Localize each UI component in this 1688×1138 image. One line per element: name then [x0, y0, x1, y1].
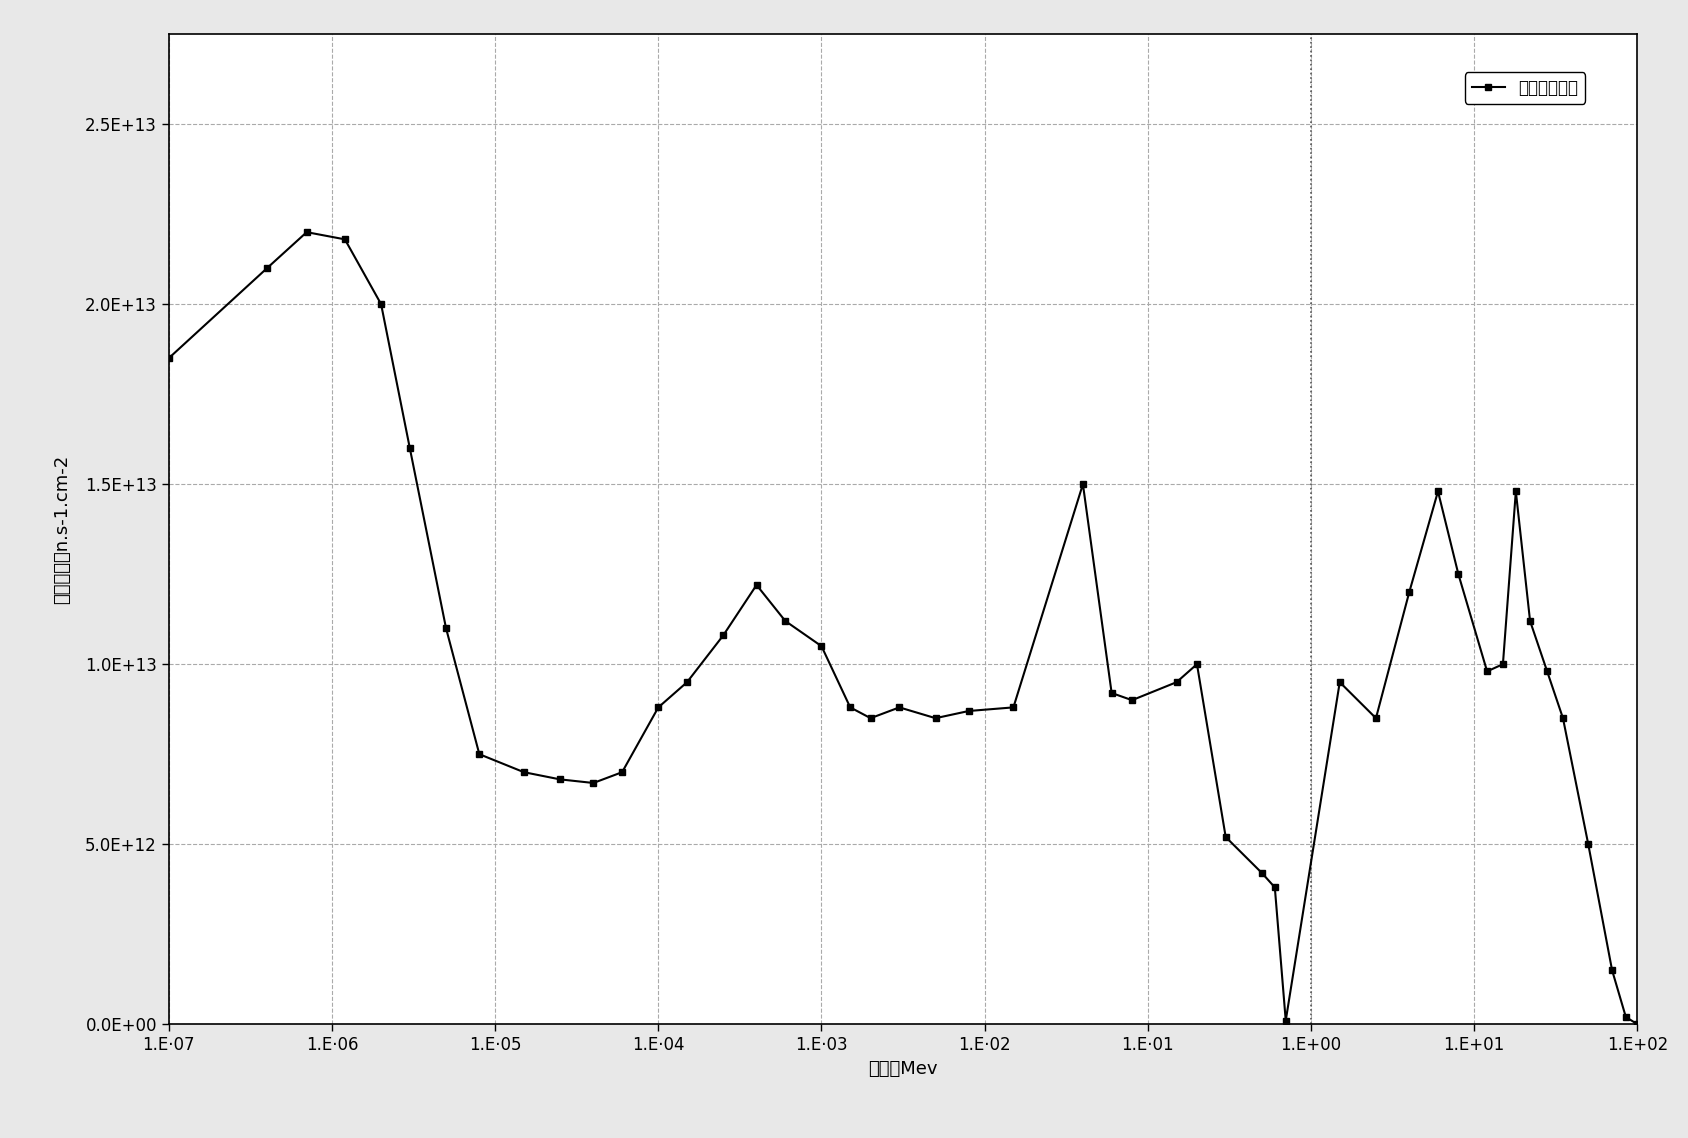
燃料组件模型: [1428, 485, 1448, 498]
燃料组件模型: [513, 766, 533, 780]
燃料组件模型: [334, 232, 354, 246]
燃料组件模型: [1330, 675, 1350, 688]
燃料组件模型: [1492, 658, 1512, 671]
燃料组件模型: [648, 701, 668, 715]
燃料组件模型: [677, 675, 697, 688]
燃料组件模型: [1399, 585, 1420, 599]
燃料组件模型: [1538, 665, 1558, 678]
燃料组件模型: [257, 262, 277, 275]
燃料组件模型: [1627, 1017, 1647, 1031]
燃料组件模型: [1477, 665, 1497, 678]
燃料组件模型: [925, 711, 945, 725]
燃料组件模型: [1003, 701, 1023, 715]
燃料组件模型: [297, 225, 317, 239]
燃料组件模型: [775, 615, 795, 628]
Line: 燃料组件模型: 燃料组件模型: [165, 229, 1641, 1028]
Y-axis label: 中子通量，n.s-1.cm-2: 中子通量，n.s-1.cm-2: [54, 454, 71, 604]
燃料组件模型: [746, 578, 766, 592]
Legend: 燃料组件模型: 燃料组件模型: [1465, 72, 1585, 104]
燃料组件模型: [1448, 568, 1469, 582]
燃料组件模型: [1553, 711, 1573, 725]
燃料组件模型: [890, 701, 910, 715]
燃料组件模型: [1102, 686, 1123, 700]
燃料组件模型: [812, 640, 832, 653]
燃料组件模型: [1187, 658, 1207, 671]
燃料组件模型: [1615, 1011, 1636, 1024]
燃料组件模型: [1166, 675, 1187, 688]
燃料组件模型: [1074, 477, 1094, 490]
燃料组件模型: [159, 352, 179, 365]
燃料组件模型: [959, 704, 979, 718]
燃料组件模型: [371, 297, 392, 311]
燃料组件模型: [712, 628, 733, 642]
燃料组件模型: [1276, 1014, 1296, 1028]
燃料组件模型: [861, 711, 881, 725]
燃料组件模型: [1215, 830, 1236, 843]
燃料组件模型: [469, 748, 490, 761]
燃料组件模型: [400, 442, 420, 455]
燃料组件模型: [436, 621, 456, 635]
燃料组件模型: [1602, 964, 1622, 978]
燃料组件模型: [1252, 866, 1273, 880]
燃料组件模型: [613, 766, 633, 780]
燃料组件模型: [584, 776, 604, 790]
燃料组件模型: [1264, 881, 1285, 894]
X-axis label: 能量，Mev: 能量，Mev: [868, 1059, 939, 1078]
燃料组件模型: [550, 773, 571, 786]
燃料组件模型: [841, 701, 861, 715]
燃料组件模型: [1506, 485, 1526, 498]
燃料组件模型: [1519, 615, 1539, 628]
燃料组件模型: [1366, 711, 1386, 725]
燃料组件模型: [1578, 838, 1599, 851]
燃料组件模型: [1123, 693, 1143, 707]
